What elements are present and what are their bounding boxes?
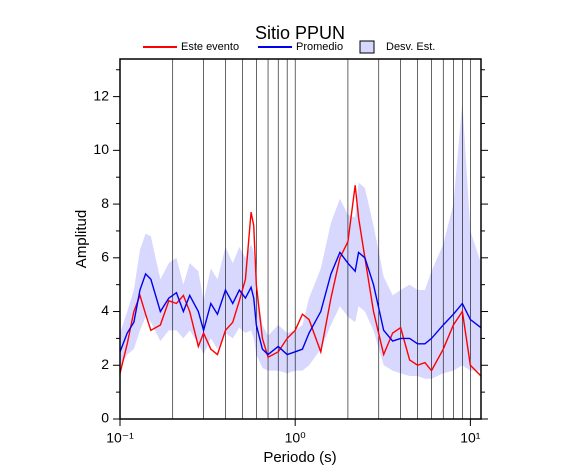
x-tick-label: 10⁰: [285, 430, 307, 446]
series-line: [119, 185, 482, 377]
x-tick-label: 10¹: [460, 430, 481, 446]
legend-label: Promedio: [296, 41, 343, 53]
y-tick-label: 0: [101, 410, 109, 426]
y-tick-label: 6: [101, 249, 109, 265]
x-tick-label: 10⁻¹: [106, 430, 134, 446]
x-axis-label: Periodo (s): [263, 449, 336, 466]
y-tick-label: 4: [101, 302, 109, 318]
y-axis-label: Amplitud: [73, 210, 90, 268]
y-tick-label: 12: [93, 87, 109, 103]
series-line: [119, 251, 482, 356]
plot-frame: [119, 58, 482, 420]
chart-title: Sitio PPUN: [255, 23, 345, 43]
legend-label: Este evento: [181, 41, 239, 53]
legend-swatch: [359, 40, 375, 54]
y-tick-label: 2: [101, 356, 109, 372]
y-tick-label: 10: [93, 141, 109, 157]
y-tick-label: 8: [101, 195, 109, 211]
legend-label: Desv. Est.: [386, 41, 435, 53]
std-band: [120, 101, 481, 379]
